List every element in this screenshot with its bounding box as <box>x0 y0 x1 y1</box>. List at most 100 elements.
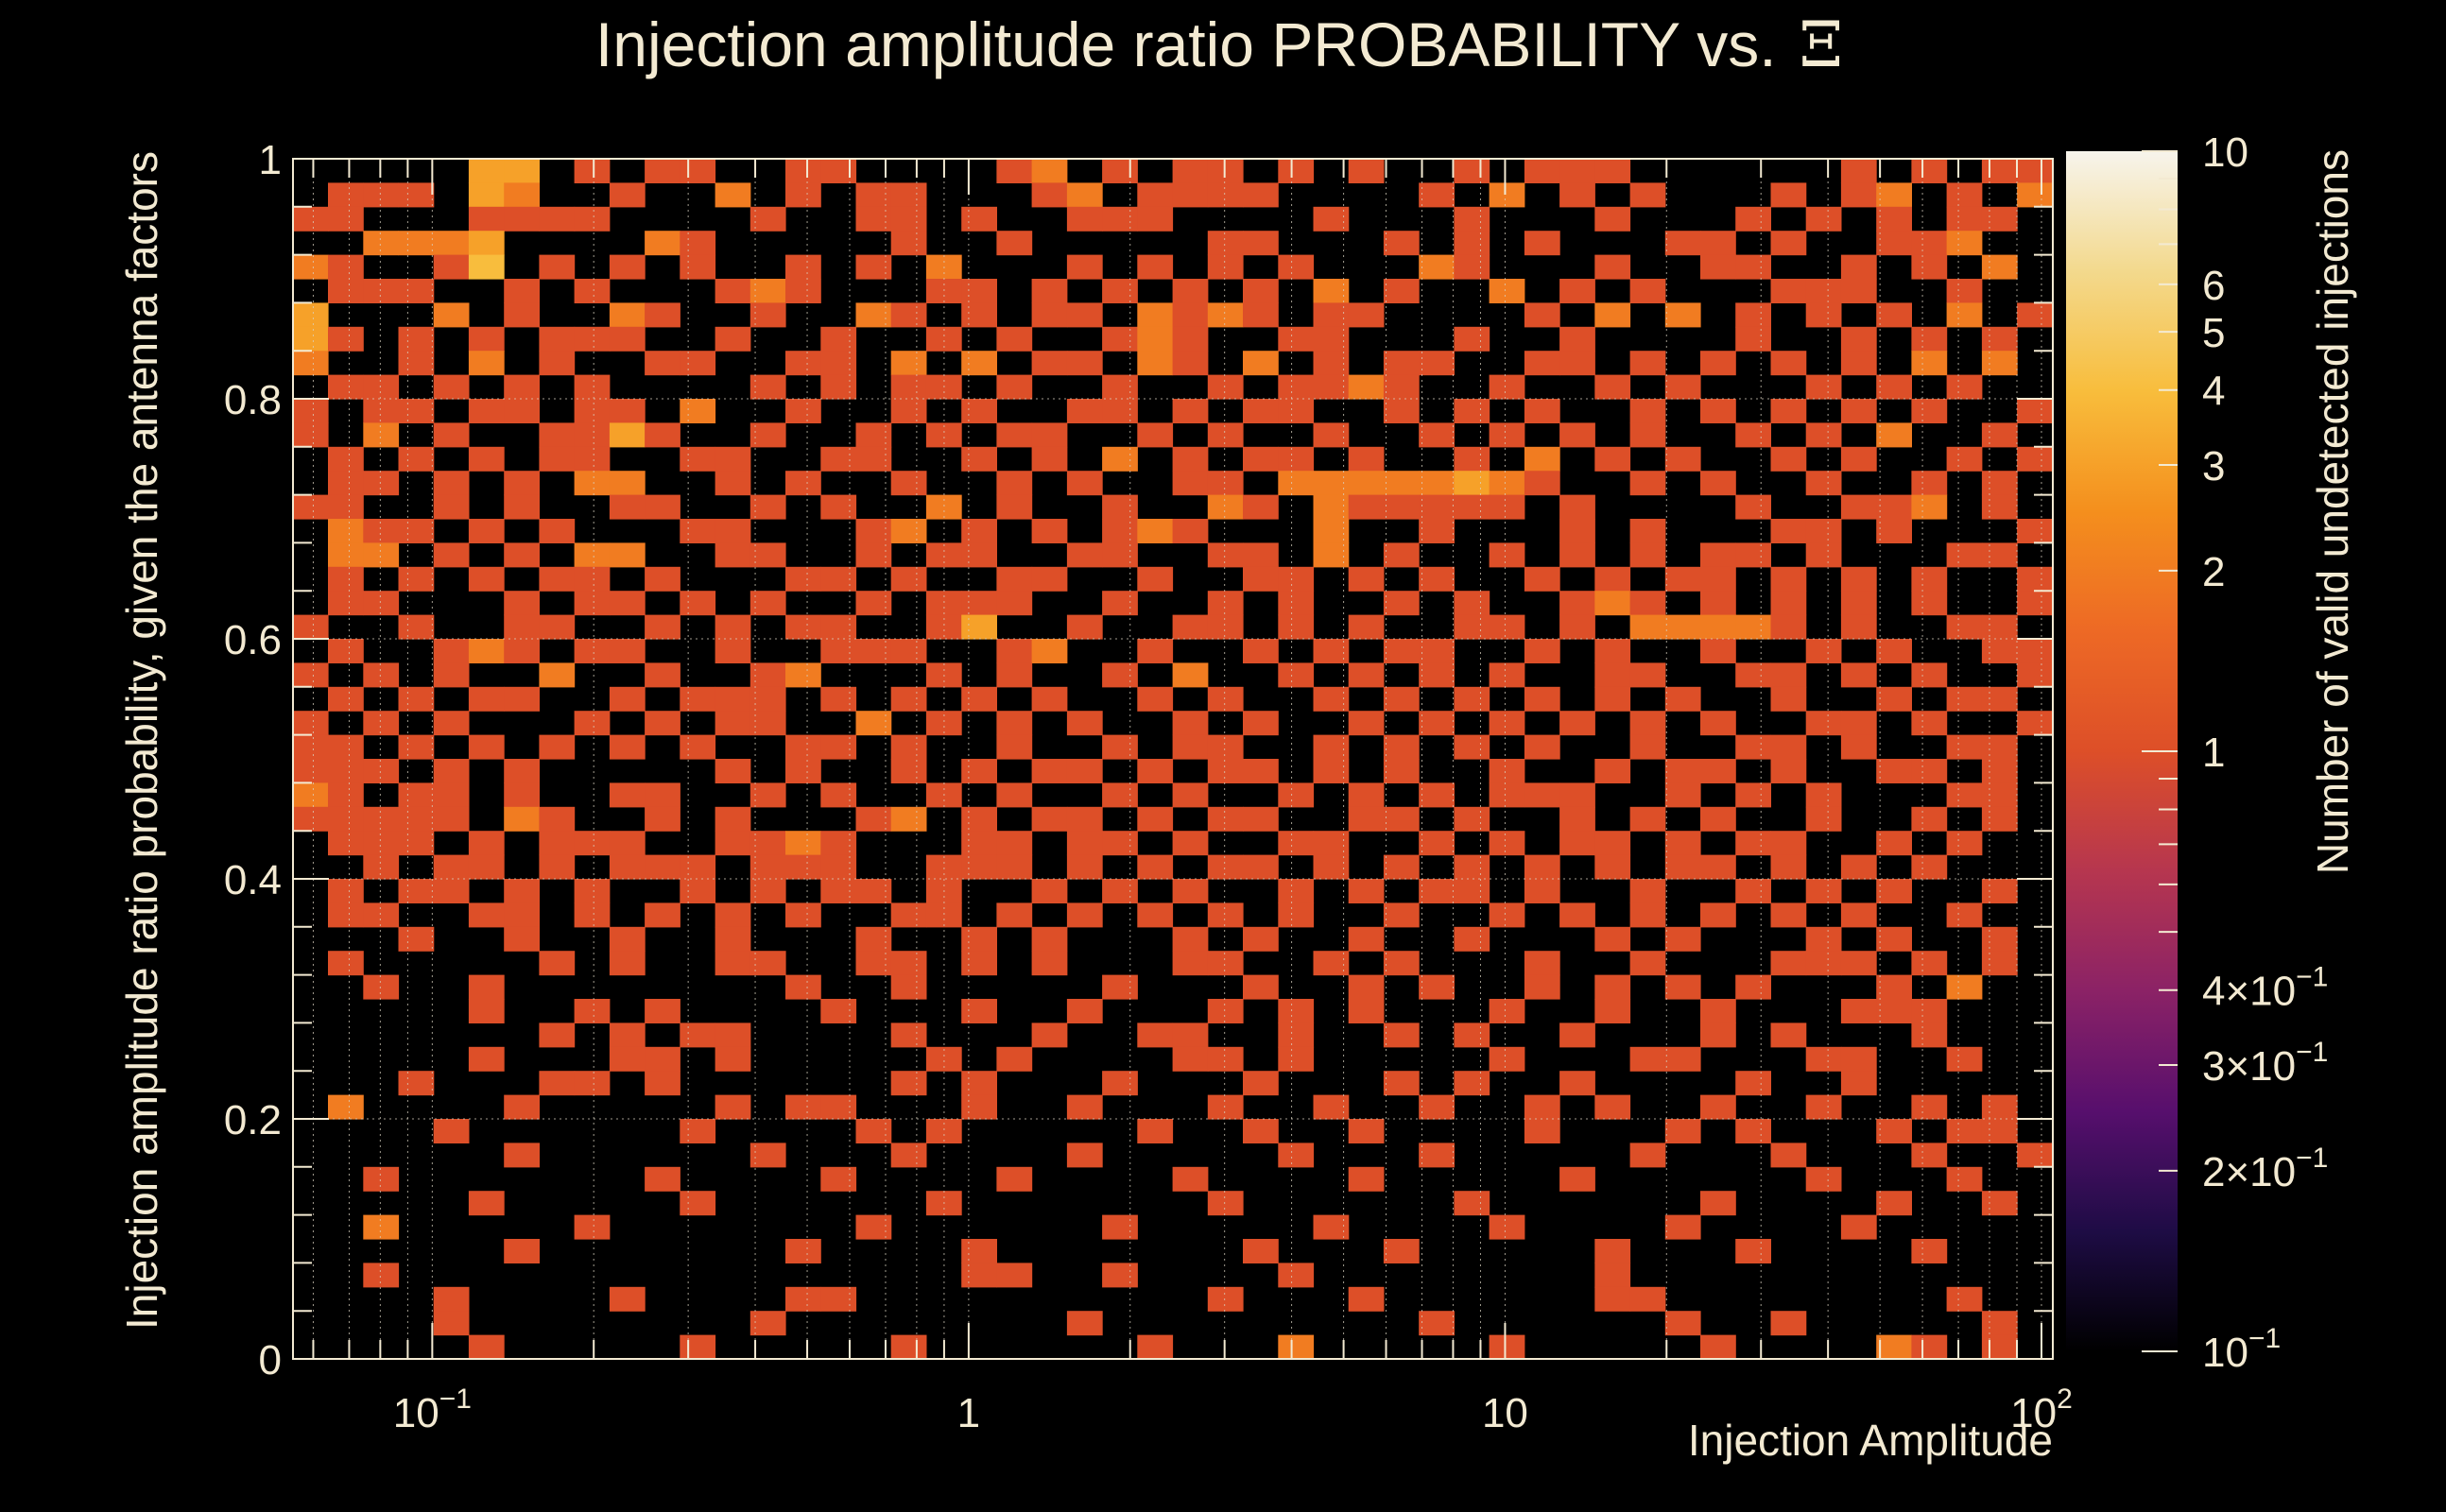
heatmap-cell <box>1137 302 1174 328</box>
heatmap-cell <box>433 422 470 448</box>
heatmap-cell <box>1031 1022 1068 1048</box>
heatmap-cell <box>1207 302 1244 328</box>
heatmap-cell <box>1700 639 1736 663</box>
heatmap-cell <box>1172 1166 1209 1192</box>
heatmap-cell <box>1981 206 2018 232</box>
heatmap-cell <box>539 951 576 976</box>
heatmap-cell <box>1207 1094 1244 1120</box>
heatmap-cell <box>1172 446 1209 472</box>
heatmap-cell <box>1137 686 1174 712</box>
heatmap-cell <box>1911 591 1948 616</box>
heatmap-cell <box>820 566 857 592</box>
heatmap-cell <box>820 1166 857 1192</box>
heatmap-cell <box>1419 519 1455 543</box>
heatmap-cell <box>1419 974 1455 1000</box>
heatmap-cell <box>468 831 505 856</box>
colorbar-tick-label: 1 <box>2202 730 2225 776</box>
heatmap-cell <box>1313 734 1350 760</box>
heatmap-cell <box>1419 782 1455 808</box>
heatmap-cell <box>1383 471 1420 496</box>
heatmap-cell <box>1278 591 1315 616</box>
heatmap-cell <box>609 926 646 952</box>
heatmap-cell <box>468 351 505 376</box>
heatmap-cell <box>539 831 576 856</box>
heatmap-cell <box>715 639 751 663</box>
heatmap-cell <box>1840 326 1877 352</box>
heatmap-cell <box>855 711 892 736</box>
heatmap-cell <box>749 662 786 688</box>
heatmap-cell <box>1840 591 1877 616</box>
heatmap-cell <box>1278 662 1315 688</box>
heatmap-cell <box>1911 806 1948 832</box>
heatmap-cell <box>1524 782 1560 808</box>
heatmap-cell <box>1664 566 1701 592</box>
heatmap-cell <box>468 566 505 592</box>
heatmap-cell <box>2017 1143 2053 1168</box>
heatmap-cell <box>328 519 364 543</box>
heatmap-cell <box>1137 326 1174 352</box>
heatmap-cell <box>1489 1334 1525 1360</box>
heatmap-cell <box>1981 254 2018 280</box>
heatmap-cell <box>1876 1334 1912 1360</box>
heatmap-cell <box>574 471 611 496</box>
heatmap-cell <box>996 231 1033 256</box>
heatmap-cell <box>1172 471 1209 496</box>
heatmap-cell <box>539 614 576 640</box>
heatmap-cell <box>1594 974 1631 1000</box>
heatmap-cell <box>398 686 435 712</box>
heatmap-cell <box>1243 759 1279 783</box>
heatmap-cell <box>1594 686 1631 712</box>
heatmap-cell <box>1911 399 1948 423</box>
heatmap-cell <box>820 1286 857 1312</box>
heatmap-cell <box>1700 566 1736 592</box>
heatmap-cell <box>574 422 611 448</box>
plot-frame <box>292 158 2054 1360</box>
heatmap-cell <box>1805 1166 1842 1192</box>
heatmap-cell <box>1207 759 1244 783</box>
heatmap-cell <box>890 951 927 976</box>
x-tick-label: 10−1 <box>393 1383 472 1436</box>
heatmap-cell <box>680 254 716 280</box>
heatmap-cell <box>1172 302 1209 328</box>
heatmap-cell <box>1419 711 1455 736</box>
heatmap-cell <box>715 951 751 976</box>
heatmap-cell <box>1102 159 1138 183</box>
heatmap-cell <box>1524 231 1560 256</box>
heatmap-cell <box>328 951 364 976</box>
heatmap-cell <box>1770 831 1807 856</box>
heatmap-cell <box>1031 879 1068 903</box>
heatmap-cell <box>1805 519 1842 543</box>
colorbar-tick-label: 3×10−1 <box>2202 1037 2328 1090</box>
heatmap-cell <box>328 734 364 760</box>
heatmap-cell <box>1454 734 1490 760</box>
heatmap-cell <box>1840 902 1877 928</box>
heatmap-cell <box>433 302 470 328</box>
heatmap-cell <box>961 686 997 712</box>
heatmap-cell <box>433 759 470 783</box>
heatmap-cell <box>890 974 927 1000</box>
heatmap-cell <box>1805 422 1842 448</box>
heatmap-cell <box>574 639 611 663</box>
heatmap-cell <box>1207 806 1244 832</box>
heatmap-cell <box>1278 782 1315 808</box>
heatmap-cell <box>749 374 786 400</box>
heatmap-cell <box>1348 494 1385 520</box>
heatmap-cell <box>1278 831 1315 856</box>
heatmap-cell <box>1172 782 1209 808</box>
heatmap-cell <box>609 734 646 760</box>
heatmap-cell <box>961 446 997 472</box>
heatmap-cell <box>715 326 751 352</box>
heatmap-cell <box>1770 734 1807 760</box>
heatmap-cell <box>1278 999 1315 1023</box>
heatmap-cell <box>433 879 470 903</box>
heatmap-cell <box>645 999 680 1023</box>
heatmap-cell <box>609 854 646 880</box>
heatmap-cell <box>1137 854 1174 880</box>
y-tick-label: 0 <box>259 1337 282 1383</box>
heatmap-cell <box>715 1022 751 1048</box>
heatmap-cell <box>820 854 857 880</box>
heatmap-cell <box>749 1143 786 1168</box>
heatmap-cell <box>961 1263 997 1288</box>
heatmap-cell <box>609 254 646 280</box>
heatmap-cell <box>1770 399 1807 423</box>
